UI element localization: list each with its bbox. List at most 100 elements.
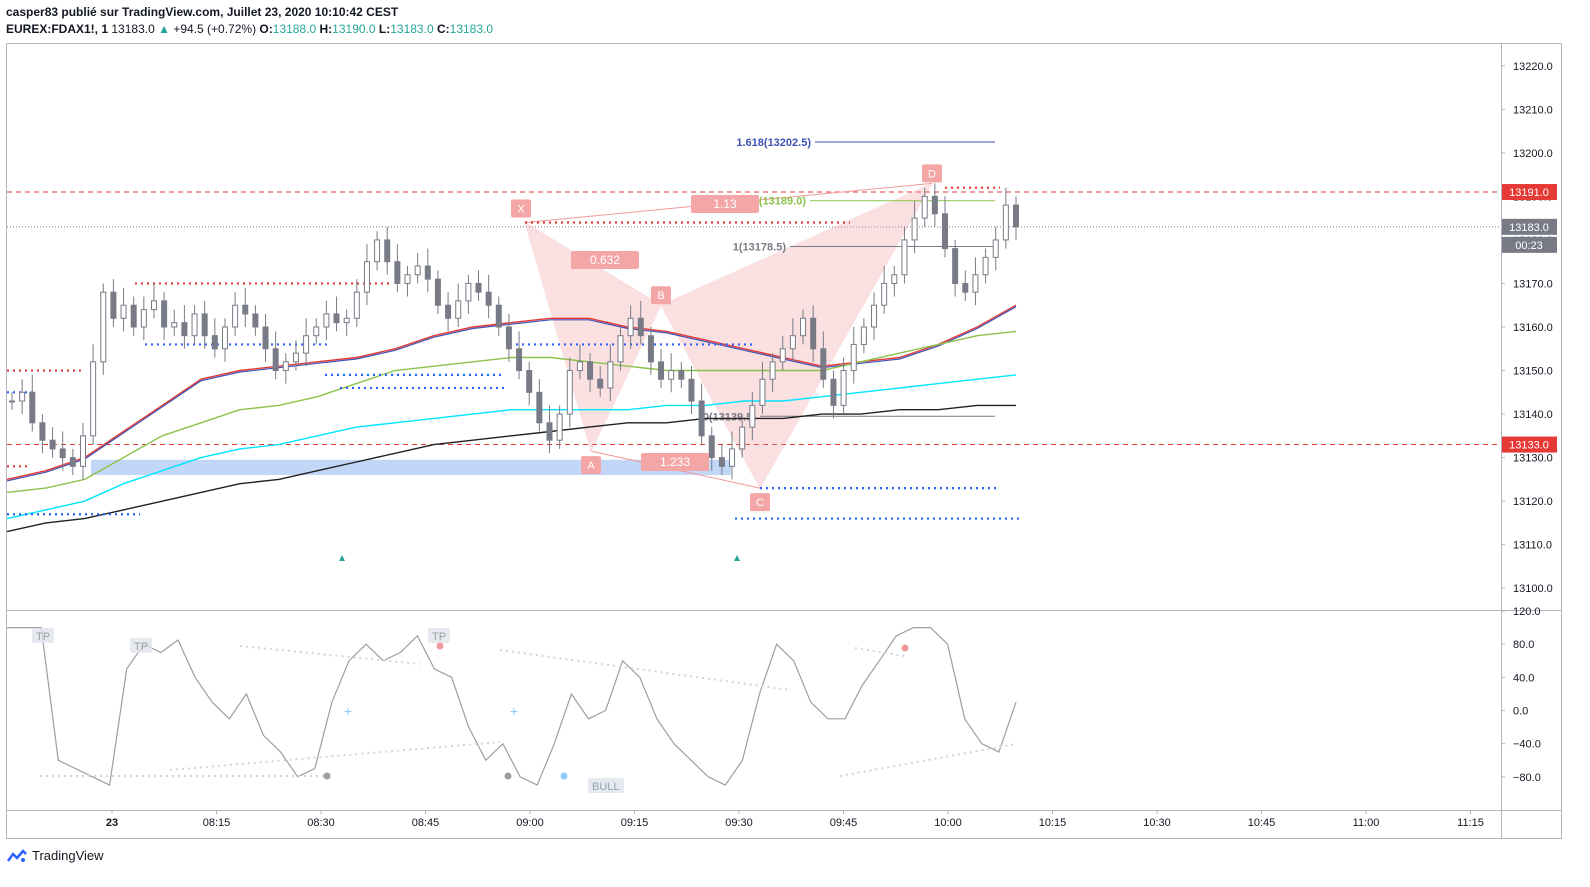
candle-body: [130, 304, 137, 328]
candle-body: [566, 370, 573, 415]
candle-body: [729, 448, 736, 467]
last-price: 13183.0: [111, 22, 155, 36]
candle-body: [313, 326, 320, 337]
price-axis-badge: [1502, 184, 1557, 201]
candle-body: [516, 348, 523, 372]
candle-body: [617, 335, 624, 363]
candle-body: [597, 378, 604, 389]
fib-label: 1(13178.5): [733, 241, 787, 253]
pattern-ratio-badge: [641, 453, 709, 471]
candle-body: [789, 335, 796, 350]
candle-body: [384, 239, 391, 263]
osc-annotation-label: TP: [134, 641, 148, 653]
candle-body: [201, 313, 208, 337]
candle-body: [79, 435, 86, 467]
candle-body: [262, 326, 269, 350]
candle-body: [860, 326, 867, 345]
candle-body: [921, 195, 928, 219]
open-value: 13188.0: [272, 22, 317, 36]
pattern-point-badge: [922, 164, 942, 183]
candle-body: [191, 313, 198, 337]
candle-body: [404, 274, 411, 284]
osc-annotation-label: TP: [36, 631, 50, 643]
symbol-name[interactable]: EUREX:FDAX1!, 1: [6, 22, 109, 36]
candle-body: [465, 282, 472, 302]
oscillator-line: [7, 627, 1017, 786]
candle-body: [394, 261, 401, 284]
candle-body: [211, 335, 218, 350]
osc-tick-label: 80.0: [1513, 639, 1534, 651]
candle-body: [739, 426, 746, 450]
candle-body: [303, 335, 310, 354]
pattern-point-badge: [651, 286, 671, 305]
candle-body: [39, 422, 46, 441]
osc-annotation-badge: [428, 628, 450, 643]
candle-body: [100, 291, 107, 363]
price-tick-label: 13130.0: [1513, 453, 1553, 465]
price-tick-label: 13200.0: [1513, 148, 1553, 160]
price-axis-badge-label: 13191.0: [1509, 187, 1549, 199]
candle-body: [333, 313, 340, 324]
osc-tick-label: 120.0: [1513, 606, 1541, 618]
pattern-bcd: [660, 182, 934, 490]
candle-body: [698, 400, 705, 437]
price-tick-label: 13110.0: [1513, 540, 1552, 552]
tradingview-logo-icon: [6, 848, 27, 862]
pattern-point-badge: [511, 199, 531, 218]
pattern-point-label: C: [756, 497, 764, 509]
candle-body: [445, 304, 452, 319]
candle-body: [29, 391, 36, 424]
candle-body: [69, 457, 76, 467]
osc-annotation-badge: [130, 638, 152, 653]
candle-body: [931, 195, 938, 215]
low-value: 13183.0: [390, 22, 434, 36]
divergence-line: [169, 741, 501, 771]
fib-label: 1.618(13202.5): [736, 137, 811, 149]
candle-body: [343, 317, 350, 324]
time-tick-label: 08:30: [307, 817, 335, 829]
osc-signal-dot: [323, 772, 331, 780]
pattern-ratio-label: 1.13: [713, 197, 737, 211]
tradingview-brand[interactable]: TradingView: [6, 848, 104, 863]
time-tick-label: 09:45: [830, 817, 858, 829]
candle-body: [455, 300, 462, 319]
price-tick-label: 13170.0: [1513, 278, 1553, 290]
osc-tick-label: 40.0: [1513, 672, 1534, 684]
osc-annotation-badge: [32, 628, 54, 643]
divergence-line: [239, 645, 421, 665]
divergence-line: [839, 743, 1017, 777]
candle-body: [292, 352, 299, 363]
candle-body: [526, 370, 533, 393]
candle-body: [171, 322, 178, 328]
close-label: C:: [436, 22, 450, 36]
osc-signal-dot: [436, 642, 444, 650]
candle-body: [637, 317, 644, 337]
ema-line: [6, 374, 1017, 520]
candle-body: [749, 404, 756, 428]
price-tick-label: 13120.0: [1513, 496, 1553, 508]
price-axis-badge: [1502, 236, 1557, 253]
candle-body: [800, 317, 807, 337]
candle-body: [576, 361, 583, 372]
price-tick-label: 13210.0: [1513, 104, 1553, 116]
divergence-line: [499, 649, 791, 691]
candle-body: [840, 370, 847, 406]
support-zone: [91, 459, 731, 476]
osc-annotation-label: BULL: [592, 781, 620, 793]
price-tick-label: 13220.0: [1513, 61, 1553, 73]
symbol-line: EUREX:FDAX1!, 1 13183.0 ▲ +94.5 (+0.72%)…: [6, 22, 493, 36]
time-tick-label: 09:30: [725, 817, 753, 829]
candle-body: [374, 239, 381, 263]
candle-body: [627, 317, 634, 337]
ema-line: [6, 304, 1017, 481]
close-value: 13183.0: [449, 22, 494, 36]
candle-body: [587, 361, 594, 380]
ema-line: [6, 330, 1017, 494]
candle-body: [718, 457, 725, 467]
price-axis-badge-label: 13133.0: [1509, 440, 1549, 452]
low-label: L:: [378, 22, 391, 36]
pattern-ratio-label: 1.233: [660, 455, 690, 469]
pattern-point-label: X: [517, 204, 525, 216]
osc-signal-dot: [901, 644, 909, 652]
